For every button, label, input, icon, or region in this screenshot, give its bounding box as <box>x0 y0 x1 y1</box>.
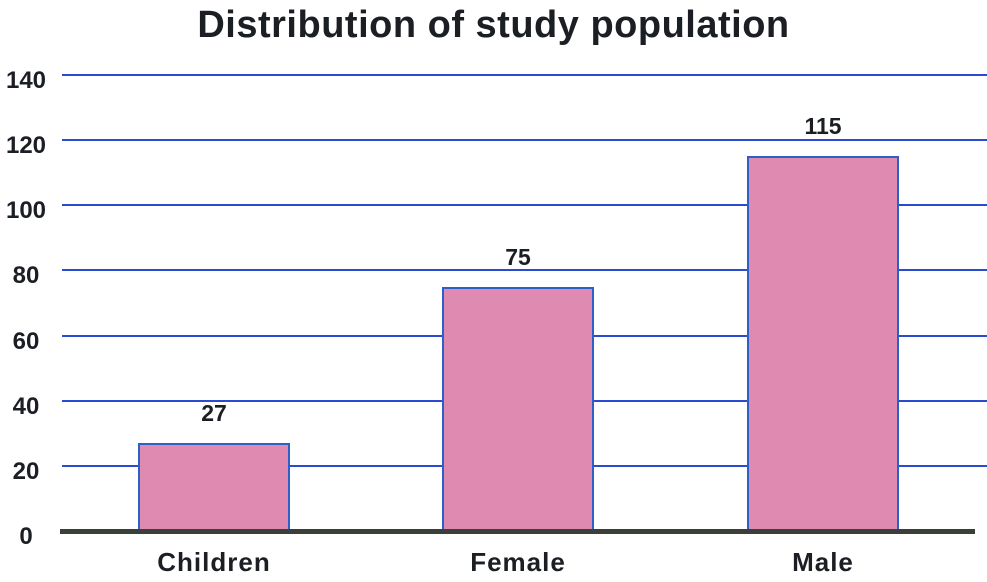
y-tick-label-60: 60 <box>12 327 40 355</box>
y-tick-label-40: 40 <box>12 392 40 420</box>
bar-male <box>747 156 899 533</box>
chart-title: Distribution of study population <box>197 4 790 46</box>
bar-female <box>442 286 594 533</box>
y-tick-label-120: 120 <box>5 132 47 160</box>
gridline-80 <box>62 269 987 272</box>
x-axis-label-children: Children <box>157 547 271 577</box>
x-axis-label-female: Female <box>470 547 566 577</box>
x-axis-label-male: Male <box>792 547 854 577</box>
bar-value-label-female: 75 <box>505 243 531 270</box>
y-tick-label-20: 20 <box>12 457 40 485</box>
y-tick-label-100: 100 <box>5 197 47 225</box>
gridline-100 <box>62 204 987 207</box>
bar-value-label-male: 115 <box>804 113 842 140</box>
gridline-120 <box>62 139 987 142</box>
y-tick-label-80: 80 <box>12 262 40 290</box>
x-axis-line <box>60 529 975 534</box>
gridline-140 <box>62 74 987 76</box>
bar-children <box>138 443 290 533</box>
bar-value-label-children: 27 <box>201 400 227 427</box>
y-tick-label-140: 140 <box>5 67 47 94</box>
y-tick-label-0: 0 <box>19 523 33 550</box>
